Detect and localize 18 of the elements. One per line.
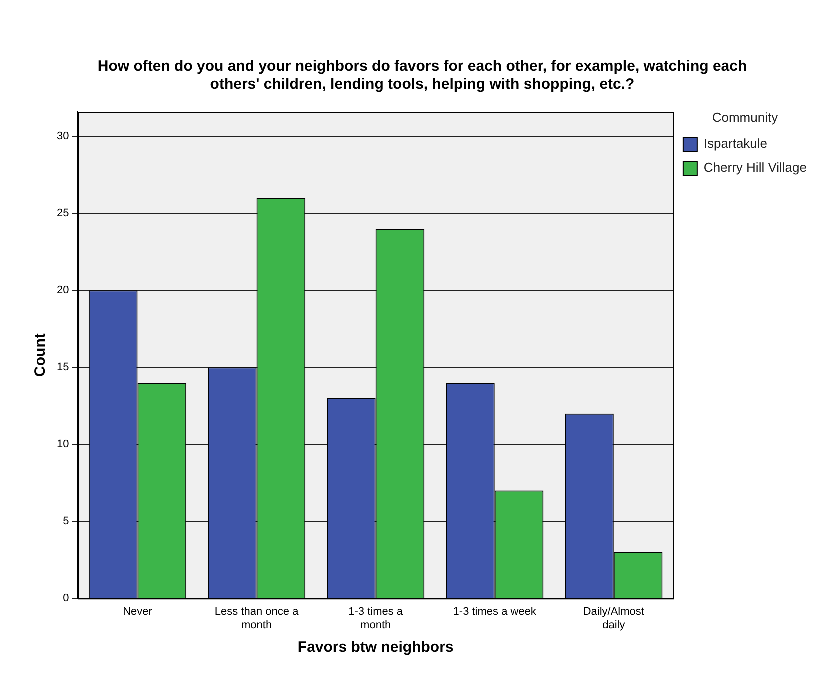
x-tick-label: 1-3 times a week	[453, 606, 537, 618]
y-tick-label: 0	[63, 592, 70, 605]
y-tick-label: 20	[56, 284, 70, 297]
x-tick-label: 1-3 times a month	[348, 606, 404, 632]
x-tick-label: Less than once a month	[214, 606, 300, 632]
legend-label: Cherry Hill Village	[704, 160, 808, 176]
y-tick-label: 10	[56, 438, 70, 451]
y-tick-label: 25	[56, 208, 70, 220]
y-tick-label: 30	[56, 130, 70, 143]
y-tick-label: 5	[63, 516, 70, 528]
legend-title: Community	[712, 110, 779, 126]
y-axis-title: Count	[32, 334, 50, 377]
chart-title: How often do you and your neighbors do favors for each other, for example, watching each others' children, lending tools, helping with shopping, etc.?	[98, 58, 748, 94]
x-tick-label: Daily/Almost daily	[583, 606, 644, 632]
y-tick-label: 15	[56, 362, 70, 374]
x-axis-title: Favors btw neighbors	[298, 639, 454, 656]
x-tick-label: Never	[123, 606, 153, 618]
legend-label: Ispartakule	[704, 136, 768, 152]
